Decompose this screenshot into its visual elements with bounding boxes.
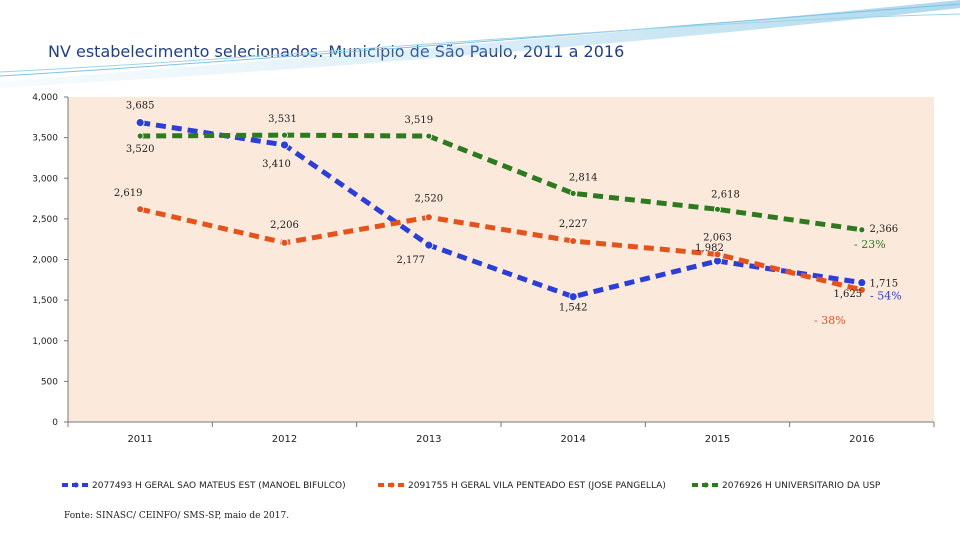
x-tick-label: 2011: [127, 434, 152, 445]
data-label: 3,685: [126, 101, 155, 112]
data-label: 2,814: [569, 172, 598, 183]
legend-item-2: 2091755 H GERAL VILA PENTEADO EST (JOSE …: [378, 481, 666, 491]
data-point: [136, 205, 145, 214]
data-point: [424, 213, 433, 222]
data-point: [280, 238, 289, 247]
data-label: 1,542: [559, 303, 588, 314]
data-point: [569, 237, 578, 245]
header-decoration: [0, 0, 960, 88]
data-point: [857, 286, 866, 294]
legend-marker: [389, 482, 395, 488]
data-label: 3,410: [262, 159, 291, 170]
y-tick-label: 1,500: [32, 296, 58, 306]
data-point: [280, 140, 289, 150]
y-tick-label: 4,000: [32, 93, 58, 103]
legend-item-1: 2077493 H GERAL SAO MATEUS EST (MANOEL B…: [62, 481, 346, 491]
series-line-1: [139, 120, 863, 300]
legend-label: 2091755 H GERAL VILA PENTEADO EST (JOSE …: [408, 481, 666, 491]
series-line-2: [139, 206, 863, 293]
legend-marker: [703, 482, 709, 488]
data-label: 3,519: [405, 115, 434, 126]
data-label: 1,625: [834, 289, 863, 300]
data-label: 2,366: [870, 224, 899, 235]
data-label: 2,520: [415, 193, 444, 204]
data-label: 2,063: [703, 232, 732, 243]
legend-item-3: 2076926 H UNIVERSITARIO DA USP: [692, 481, 881, 491]
y-tick-label: 2,500: [32, 215, 58, 225]
series-line-3: [140, 132, 863, 233]
data-label: 2,177: [397, 255, 426, 266]
change-label: - 54%: [870, 290, 902, 303]
change-label: - 23%: [854, 238, 886, 251]
data-label: 2,227: [559, 219, 588, 230]
x-tick-label: 2014: [560, 434, 585, 445]
y-tick-label: 500: [41, 377, 58, 387]
data-point: [425, 132, 433, 140]
y-tick-label: 1,000: [32, 337, 58, 347]
data-point: [858, 226, 866, 234]
data-point: [714, 205, 721, 213]
data-point: [135, 118, 145, 127]
y-tick-label: 3,000: [32, 174, 58, 184]
y-tick-label: 0: [52, 418, 58, 428]
data-label: 2,619: [114, 188, 143, 199]
data-label: 2,618: [711, 189, 740, 200]
data-point: [713, 250, 722, 259]
plot-area: [68, 97, 934, 422]
x-tick-label: 2012: [272, 434, 297, 445]
data-label: 2,206: [270, 220, 299, 231]
data-label: 1,982: [695, 243, 724, 254]
change-label: - 38%: [814, 314, 846, 327]
legend-marker: [73, 482, 79, 488]
x-tick-label: 2015: [705, 434, 730, 445]
y-tick-label: 3,500: [32, 134, 58, 144]
data-point: [281, 131, 288, 139]
x-tick-label: 2013: [416, 434, 441, 445]
data-label: 1,715: [870, 279, 899, 290]
y-tick-label: 2,000: [32, 256, 58, 266]
legend-label: 2077493 H GERAL SAO MATEUS EST (MANOEL B…: [92, 481, 346, 491]
legend-label: 2076926 H UNIVERSITARIO DA USP: [722, 481, 881, 491]
data-label: 3,531: [268, 114, 297, 125]
data-point: [568, 292, 578, 302]
data-point: [136, 132, 144, 140]
source-note: Fonte: SINASC/ CEINFO/ SMS-SP, maio de 2…: [64, 511, 290, 521]
data-label: 3,520: [126, 144, 155, 155]
data-point: [857, 278, 867, 288]
data-point: [569, 189, 577, 197]
x-tick-label: 2016: [849, 434, 874, 445]
data-point: [424, 240, 434, 250]
